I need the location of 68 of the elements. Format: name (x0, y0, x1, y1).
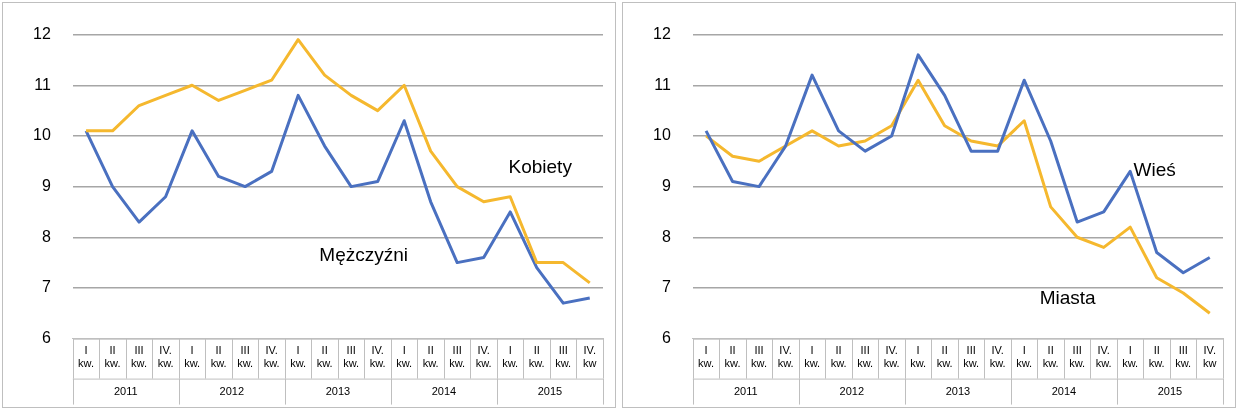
x-tick-label: IV. kw. (989, 344, 1006, 370)
x-tick-label: III kw. (449, 344, 466, 370)
x-tick-label: IV. kw. (263, 344, 280, 370)
x-tick-label: I kw. (910, 344, 927, 370)
y-tick-label: 12 (653, 25, 671, 43)
x-tick-label: I kw. (78, 344, 95, 370)
y-tick-label: 9 (41, 177, 51, 195)
x-tick-label: IV. kw. (1095, 344, 1112, 370)
x-tick-label: IV. kw. (475, 344, 492, 370)
x-tick-label: III kw. (555, 344, 572, 370)
x-tick-label: I kw. (290, 344, 307, 370)
x-tick-label: II kw. (1148, 344, 1165, 370)
y-tick-label: 6 (661, 329, 671, 347)
text: 2014 (1051, 384, 1077, 397)
x-tick-label: III kw. (1175, 344, 1192, 370)
x-tick-label: IV. kw. (777, 344, 794, 370)
series-label: Kobiety (508, 155, 573, 177)
x-tick-label: IV. kw. (883, 344, 900, 370)
x-tick-label: II kw. (724, 344, 741, 370)
series-label: Wieś (1133, 158, 1176, 180)
x-tick-label: III kw. (751, 344, 768, 370)
x-tick-label: IV. kw. (157, 344, 174, 370)
x-tick-label: III kw. (343, 344, 360, 370)
x-tick-label: I kw. (1122, 344, 1139, 370)
text: 2012 (219, 384, 245, 397)
x-tick-label: I kw. (698, 344, 715, 370)
x-tick-label: I kw. (184, 344, 201, 370)
x-tick-label: I kw. (502, 344, 519, 370)
x-tick-label: II kw. (1042, 344, 1059, 370)
y-tick-label: 11 (654, 75, 671, 93)
y-tick-label: 12 (33, 25, 51, 43)
x-tick-label: I kw. (1016, 344, 1033, 370)
series-label: Mężczyźni (319, 243, 409, 265)
x-tick-label: II kw. (104, 344, 121, 370)
y-tick-label: 10 (33, 126, 51, 144)
x-tick-label: II kw. (210, 344, 227, 370)
x-tick-label: III kw. (857, 344, 874, 370)
x-tick-label: I kw. (804, 344, 821, 370)
x-tick-label: IV. kw (583, 344, 597, 370)
y-tick-label: 7 (661, 278, 671, 296)
y-tick-label: 8 (41, 227, 51, 245)
text: 2011 (113, 384, 138, 397)
x-tick-label: II kw. (422, 344, 439, 370)
x-tick-label: IV. kw (1203, 344, 1217, 370)
x-tick-label: II kw. (316, 344, 333, 370)
x-tick-label: I kw. (396, 344, 413, 370)
x-tick-label: III kw. (1069, 344, 1086, 370)
y-tick-label: 9 (661, 177, 671, 195)
text: 2013 (945, 384, 971, 397)
x-tick-label: II kw. (936, 344, 953, 370)
text: 2014 (431, 384, 457, 397)
text: Miasta (1039, 286, 1097, 308)
y-tick-label: 10 (653, 126, 671, 144)
y-tick-label: 8 (661, 227, 671, 245)
text: 2015 (1157, 384, 1183, 397)
y-tick-label: 11 (34, 75, 51, 93)
x-tick-label: III kw. (963, 344, 980, 370)
y-tick-label: 7 (41, 278, 51, 296)
x-tick-label: IV. kw. (369, 344, 386, 370)
x-tick-label: II kw. (528, 344, 545, 370)
y-tick-label: 6 (41, 329, 51, 347)
text: 2013 (325, 384, 351, 397)
x-tick-label: II kw. (830, 344, 847, 370)
x-tick-label: III kw. (237, 344, 254, 370)
text: 2012 (839, 384, 865, 397)
text: 2015 (537, 384, 563, 397)
x-tick-label: III kw. (131, 344, 148, 370)
text: 2011 (733, 384, 758, 397)
